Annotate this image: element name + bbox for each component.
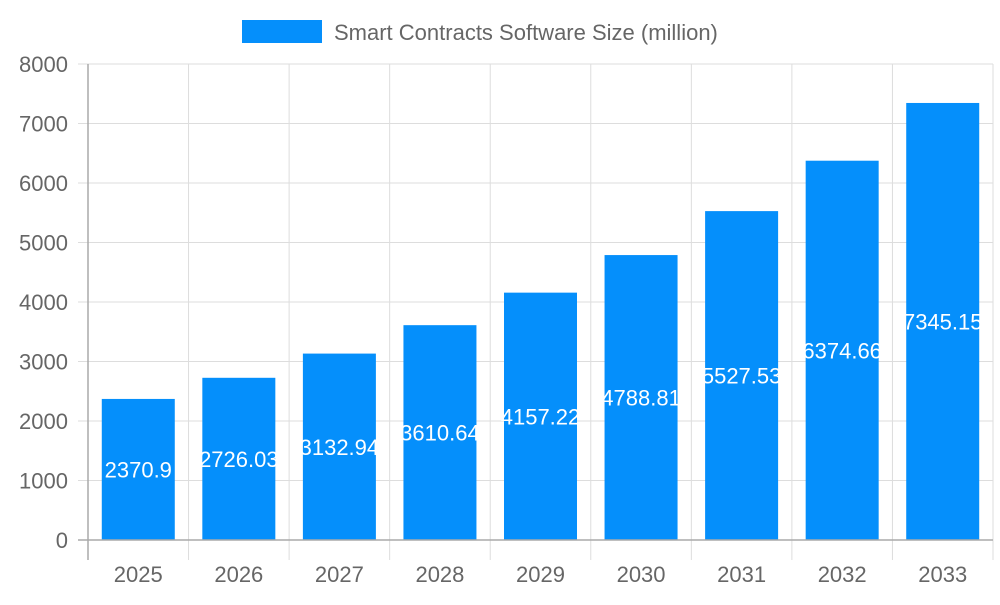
data-label: 7345.15 xyxy=(903,309,983,334)
data-label: 5527.53 xyxy=(702,364,782,389)
legend-label: Smart Contracts Software Size (million) xyxy=(334,20,718,45)
data-label: 2726.03 xyxy=(199,447,279,472)
x-tick-label: 2033 xyxy=(918,562,967,587)
y-tick-label: 2000 xyxy=(19,409,68,434)
y-tick-label: 5000 xyxy=(19,231,68,256)
axes: 0 1000 2000 3000 4000 5000 6000 7000 8000 2025 202… xyxy=(19,52,993,587)
legend[interactable]: Smart Contracts Software Size (million) xyxy=(242,20,718,45)
legend-swatch xyxy=(242,20,322,43)
y-tick-label: 7000 xyxy=(19,112,68,137)
bar xyxy=(805,160,879,540)
x-tick-label: 2031 xyxy=(717,562,766,587)
bar xyxy=(101,398,175,540)
x-tick-label: 2027 xyxy=(315,562,364,587)
x-tick-label: 2032 xyxy=(818,562,867,587)
x-tick-label: 2030 xyxy=(617,562,666,587)
y-tick-label: 1000 xyxy=(19,469,68,494)
x-tick-label: 2029 xyxy=(516,562,565,587)
y-tick-label: 4000 xyxy=(19,290,68,315)
y-tick-label: 6000 xyxy=(19,171,68,196)
x-tick-label: 2026 xyxy=(214,562,263,587)
data-label: 6374.66 xyxy=(802,338,882,363)
x-tick-label: 2025 xyxy=(114,562,163,587)
x-tick-label: 2028 xyxy=(415,562,464,587)
data-label: 4788.81 xyxy=(601,386,681,411)
bar xyxy=(906,102,980,541)
bar xyxy=(403,325,477,540)
bar xyxy=(504,292,577,540)
bar xyxy=(705,211,779,540)
y-tick-label: 3000 xyxy=(19,350,68,375)
bars: 2370.9 2726.03 3132.94 3610.64 4157.22 4788.8… xyxy=(101,102,983,541)
bar xyxy=(202,377,276,540)
data-label: 3132.94 xyxy=(300,435,380,460)
bar xyxy=(604,255,678,541)
y-tick-label: 0 xyxy=(56,528,68,553)
y-tick-label: 8000 xyxy=(19,52,68,77)
data-label: 2370.9 xyxy=(105,457,172,482)
data-label: 3610.64 xyxy=(400,421,480,446)
bar xyxy=(302,353,376,540)
data-label: 4157.22 xyxy=(501,404,581,429)
